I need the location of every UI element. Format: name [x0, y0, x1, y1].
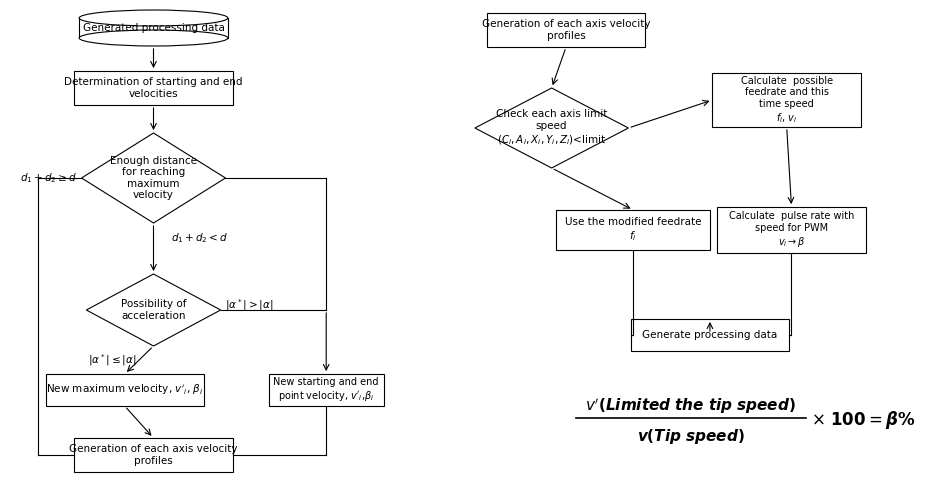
- Text: Calculate  possible
feedrate and this
time speed
$f_i$, $v_i$: Calculate possible feedrate and this tim…: [741, 75, 832, 125]
- Ellipse shape: [79, 10, 228, 26]
- Text: Determination of starting and end
velocities: Determination of starting and end veloci…: [64, 77, 243, 99]
- FancyBboxPatch shape: [79, 18, 228, 38]
- Polygon shape: [82, 133, 225, 223]
- Text: $|\alpha^*| > |\alpha|$: $|\alpha^*| > |\alpha|$: [225, 297, 274, 313]
- Polygon shape: [87, 274, 221, 346]
- Text: $\boldsymbol{v'}$$\boldsymbol{(Limited\ the\ tip\ speed)}$: $\boldsymbol{v'}$$\boldsymbol{(Limited\ …: [586, 396, 796, 416]
- Text: $\times\ \mathbf{100} = \boldsymbol{\beta}$%: $\times\ \mathbf{100} = \boldsymbol{\bet…: [811, 409, 915, 431]
- FancyBboxPatch shape: [46, 374, 204, 406]
- Text: Possibility of
acceleration: Possibility of acceleration: [121, 299, 186, 321]
- FancyBboxPatch shape: [717, 207, 866, 253]
- Text: Generation of each axis velocity
profiles: Generation of each axis velocity profile…: [69, 444, 237, 466]
- Text: Calculate  pulse rate with
speed for PWM
$v_i\rightarrow\beta$: Calculate pulse rate with speed for PWM …: [729, 211, 854, 249]
- FancyBboxPatch shape: [487, 13, 645, 47]
- FancyBboxPatch shape: [712, 73, 861, 127]
- Text: Enough distance
for reaching
maximum
velocity: Enough distance for reaching maximum vel…: [110, 156, 197, 200]
- Text: $|\alpha^*| \leq |\alpha|$: $|\alpha^*| \leq |\alpha|$: [88, 352, 136, 368]
- Text: $d_1 + d_2 < d$: $d_1 + d_2 < d$: [170, 231, 228, 245]
- Text: $d_1 + d_2 \geq d$: $d_1 + d_2 \geq d$: [20, 171, 76, 185]
- FancyBboxPatch shape: [631, 319, 789, 351]
- FancyBboxPatch shape: [74, 438, 233, 472]
- Text: New maximum velocity, $\boldsymbol{v'_i}$, $\boldsymbol{\beta_i}$: New maximum velocity, $\boldsymbol{v'_i}…: [47, 383, 203, 397]
- Text: Use the modified feedrate
$f_i$: Use the modified feedrate $f_i$: [565, 217, 701, 243]
- Text: $\boldsymbol{v}$$\boldsymbol{(Tip\ speed)}$: $\boldsymbol{v}$$\boldsymbol{(Tip\ speed…: [637, 426, 745, 445]
- Text: Generated processing data: Generated processing data: [83, 23, 224, 33]
- FancyBboxPatch shape: [269, 374, 384, 406]
- FancyBboxPatch shape: [74, 71, 233, 105]
- Text: Check each axis limit
speed
$(C_i, A_i, X_i, Y_i, Z_i)$<limit: Check each axis limit speed $(C_i, A_i, …: [496, 110, 607, 146]
- Text: Generate processing data: Generate processing data: [642, 330, 777, 340]
- Ellipse shape: [79, 30, 228, 46]
- Text: Generation of each axis velocity
profiles: Generation of each axis velocity profile…: [481, 19, 650, 41]
- FancyBboxPatch shape: [557, 210, 710, 250]
- Polygon shape: [475, 88, 628, 168]
- Text: New starting and end
point velocity, $\boldsymbol{v'_i}$,$\boldsymbol{\beta_i}$: New starting and end point velocity, $\b…: [274, 377, 379, 403]
